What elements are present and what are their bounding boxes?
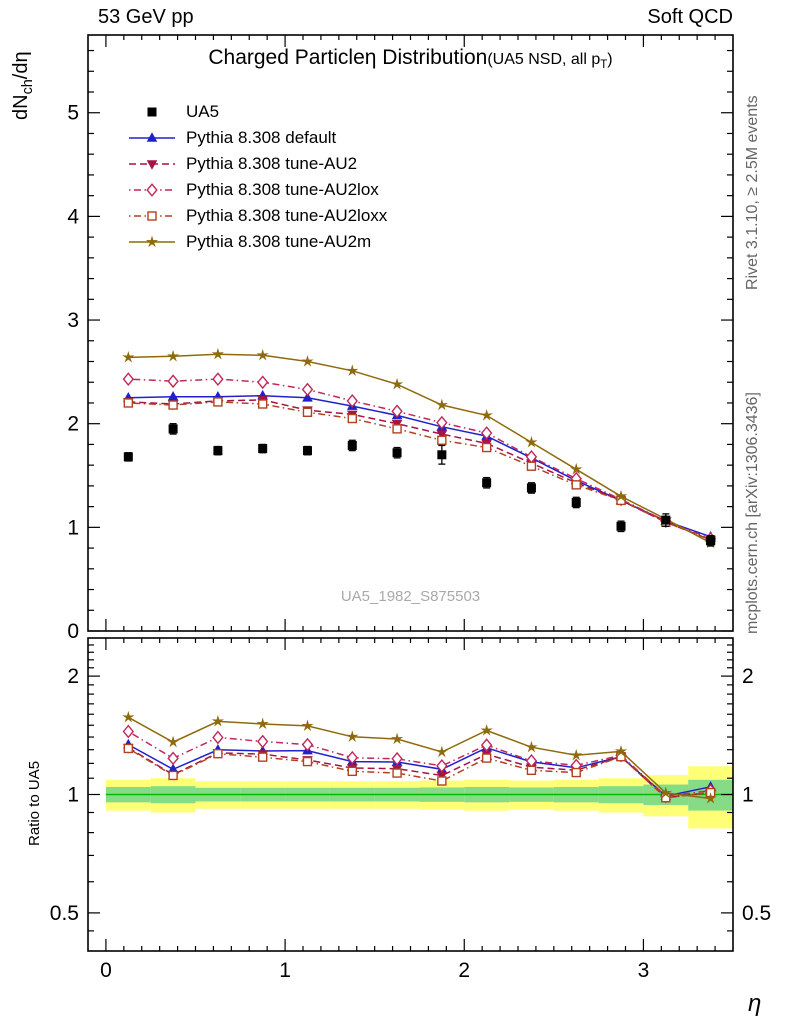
- tick-label: 1: [67, 516, 79, 539]
- tick-label: 0.5: [50, 902, 79, 925]
- square-icon: [147, 107, 157, 117]
- analysis-id-watermark: UA5_1982_S875503: [340, 588, 481, 605]
- legend-item-ua5: UA5: [128, 99, 387, 125]
- ratio-uncertainty-bands: [105, 766, 733, 829]
- tick-label: 2: [742, 665, 754, 688]
- series-pythia-8-308-tune-au2lox: [122, 372, 717, 546]
- main-panel-series: [122, 347, 717, 549]
- legend-item-pythia-8-308-default: Pythia 8.308 default: [128, 125, 387, 151]
- tick-label: 3: [67, 309, 79, 332]
- main-panel-frame: [87, 34, 734, 632]
- axes: 0 1 2 3 4 5 0.5 0.5 1 1 2 2 0 1 2 3: [50, 34, 771, 982]
- diamond-open-icon: [129, 183, 175, 197]
- tick-label: 1: [742, 784, 754, 807]
- legend-label: Pythia 8.308 tune-AU2: [186, 154, 358, 173]
- tick-label: 2: [67, 413, 79, 436]
- series-pythia-8-308-tune-au2loxx: [123, 397, 716, 545]
- legend-label: Pythia 8.308 tune-AU2lox: [186, 180, 379, 199]
- tick-label: 4: [67, 205, 79, 228]
- legend-label: Pythia 8.308 tune-AU2loxx: [186, 206, 388, 225]
- tick-label: 0.5: [742, 902, 771, 925]
- star-icon: [129, 235, 175, 248]
- series-pythia-8-308-tune-au2m: [122, 347, 717, 549]
- triangle-up-icon: [129, 132, 175, 142]
- plot-title-main: Charged Particleη Distribution: [208, 46, 488, 69]
- legend-item-pythia-8-308-tune-au2m: Pythia 8.308 tune-AU2m: [128, 229, 387, 255]
- legend-label: UA5: [186, 102, 220, 121]
- legend-label: Pythia 8.308 tune-AU2m: [186, 232, 372, 251]
- tick-label: 0: [67, 620, 79, 643]
- plot-title: Charged Particleη Distribution(UA5 NSD, …: [88, 46, 733, 71]
- beam-energy-label: 53 GeV pp: [98, 6, 194, 28]
- triangle-down-icon: [129, 160, 175, 170]
- series-ua5-data: [123, 423, 716, 547]
- square-open-icon: [129, 211, 175, 221]
- tick-label: 1: [67, 784, 79, 807]
- process-group-label: Soft QCD: [647, 6, 733, 28]
- ratio-pythia-8-308-tune-au2m: [122, 710, 717, 804]
- tick-label: 2: [458, 959, 470, 982]
- legend: UA5 Pythia 8.308 default Pythia 8.308 tune…: [128, 99, 387, 255]
- legend-item-pythia-8-308-tune-au2: Pythia 8.308 tune-AU2: [128, 151, 387, 177]
- series-pythia-8-308-tune-au2: [123, 396, 716, 546]
- tick-label: 1: [279, 959, 291, 982]
- legend-item-pythia-8-308-tune-au2lox: Pythia 8.308 tune-AU2lox: [128, 177, 387, 203]
- legend-item-pythia-8-308-tune-au2loxx: Pythia 8.308 tune-AU2loxx: [128, 203, 387, 229]
- x-axis-title: η: [748, 990, 762, 1017]
- plot-title-subtitle: (UA5 NSD, all pT): [487, 51, 613, 72]
- legend-label: Pythia 8.308 default: [186, 128, 337, 147]
- series-pythia-8-308-default: [123, 389, 716, 541]
- ratio-panel-series: [122, 710, 717, 804]
- tick-label: 3: [638, 959, 650, 982]
- tick-label: 5: [67, 102, 79, 125]
- tick-label: 2: [67, 665, 79, 688]
- tick-label: 0: [100, 959, 112, 982]
